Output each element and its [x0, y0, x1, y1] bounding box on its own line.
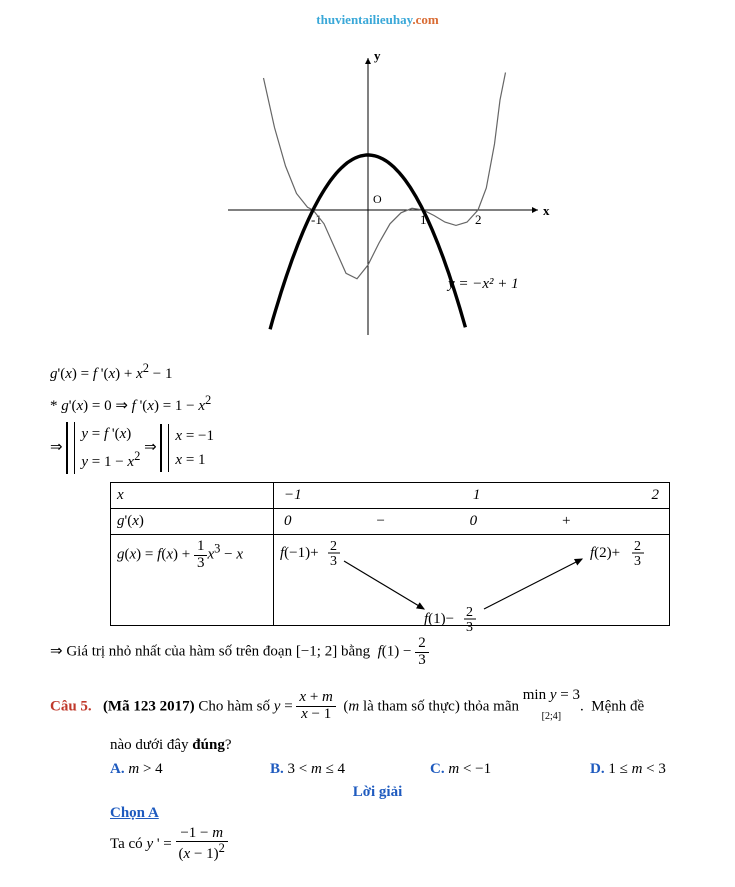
q5-func-num: x + m [296, 690, 335, 707]
sign-table-g-header: g(x) = f(x) + 13x3 − x [111, 535, 274, 626]
q5-yprime-den: (x − 1)2 [176, 842, 228, 863]
solution-label: Lời giải [50, 784, 705, 801]
bracket-left-1: y = f '(x) y = 1 − x2 [66, 422, 140, 474]
gp-val-0: 0 [284, 513, 292, 530]
case-from-a: y = f '(x) [81, 426, 131, 442]
arrow-down [344, 561, 424, 609]
case-from-b: y = 1 − x2 [81, 454, 140, 470]
gp-val-3: + [561, 513, 571, 530]
choice-B: B. 3 < m ≤ 4 [270, 761, 370, 778]
sign-table-x-header: x [111, 483, 274, 509]
g-val-2: f(2)+ [590, 545, 620, 561]
curve-equation-label: y = −x² + 1 [446, 276, 519, 292]
sign-table-x-row: −1 1 2 [274, 483, 670, 509]
q5-func-den: x − 1 [296, 707, 335, 723]
x-val-0: −1 [284, 487, 302, 504]
g-val-minus1-num: 2 [330, 539, 337, 554]
g-val-minus1: f(−1)+ [280, 545, 319, 561]
question-5: Câu 5. (Mã 123 2017) Cho hàm số y = x + … [50, 683, 705, 757]
graph-figure: -1 1 2 O x y y = −x² + 1 [50, 40, 705, 340]
q5-line2: nào dưới đây [110, 737, 192, 753]
x-val-2: 2 [652, 487, 660, 504]
q5-qmark: ? [225, 737, 232, 753]
choice-C: C. m < −1 [430, 761, 530, 778]
q5-choices: A. m > 4 B. 3 < m ≤ 4 C. m < −1 D. 1 ≤ m… [110, 761, 705, 778]
x-val-1: 1 [473, 487, 481, 504]
y-axis-label: y [374, 48, 381, 63]
q5-source: (Mã 123 2017) [103, 698, 195, 714]
g-val-2-num: 2 [634, 539, 641, 554]
gp-val-2: 0 [470, 513, 478, 530]
x-axis-label: x [543, 203, 550, 218]
conclusion-line: ⇒ Giá trị nhỏ nhất của hàm số trên đoạn … [50, 636, 705, 669]
choice-A: A. m > 4 [110, 761, 210, 778]
site-name-2: .com [412, 12, 438, 27]
gp-val-1: − [376, 513, 386, 530]
q5-prompt-pre: Cho hàm số [198, 698, 273, 714]
site-header: thuvientailieuhay.com [50, 12, 705, 28]
curve-fprime [263, 73, 505, 279]
q5-yprime-num: −1 − m [176, 826, 228, 843]
work-line-2: * g'(x) = 0 ⇒ f '(x) = 1 − x2 [50, 390, 705, 418]
variation-svg: f(−1)+ 2 3 f(1)− 2 3 f(2)+ 2 3 [274, 535, 674, 631]
g-val-1-num: 2 [466, 605, 473, 620]
q5-work-pre: Ta có [110, 836, 146, 852]
q5-min-expr: min y = 3 [523, 687, 580, 703]
choice-D: D. 1 ≤ m < 3 [590, 761, 690, 778]
sign-table-gp-header: g'(x) [111, 509, 274, 535]
case-to-a: x = −1 [175, 428, 214, 444]
work-line-1: g'(x) = f '(x) + x2 − 1 [50, 358, 705, 386]
origin-label: O [373, 192, 382, 206]
g-val-minus1-den: 3 [330, 554, 337, 569]
q5-bold: đúng [192, 737, 225, 753]
graph-svg: -1 1 2 O x y y = −x² + 1 [198, 40, 558, 340]
g-val-1: f(1)− [424, 611, 454, 627]
g-val-2-den: 3 [634, 554, 641, 569]
sign-table-g-row: f(−1)+ 2 3 f(1)− 2 3 f(2)+ 2 3 [274, 535, 670, 626]
g-val-1-den: 3 [466, 620, 473, 631]
sign-table-gp-row: 0 − 0 + [274, 509, 670, 535]
work-line-3: ⇒ y = f '(x) y = 1 − x2 ⇒ x = −1 x = 1 [50, 422, 705, 474]
q5-label: Câu 5. [50, 698, 92, 714]
q5-min-domain: [2;4] [542, 711, 561, 722]
arrow-up [484, 559, 582, 609]
q5-work: Ta có y ' = −1 − m (x − 1)2 [110, 826, 705, 864]
case-to-b: x = 1 [175, 452, 205, 468]
site-name-1: thuvientailieuhay [316, 12, 412, 27]
tick-label-2: 2 [475, 212, 482, 227]
q5-picked: Chọn A [110, 805, 705, 822]
bracket-left-2: x = −1 x = 1 [160, 424, 214, 472]
sign-table: x −1 1 2 g'(x) 0 − 0 + [110, 482, 670, 626]
